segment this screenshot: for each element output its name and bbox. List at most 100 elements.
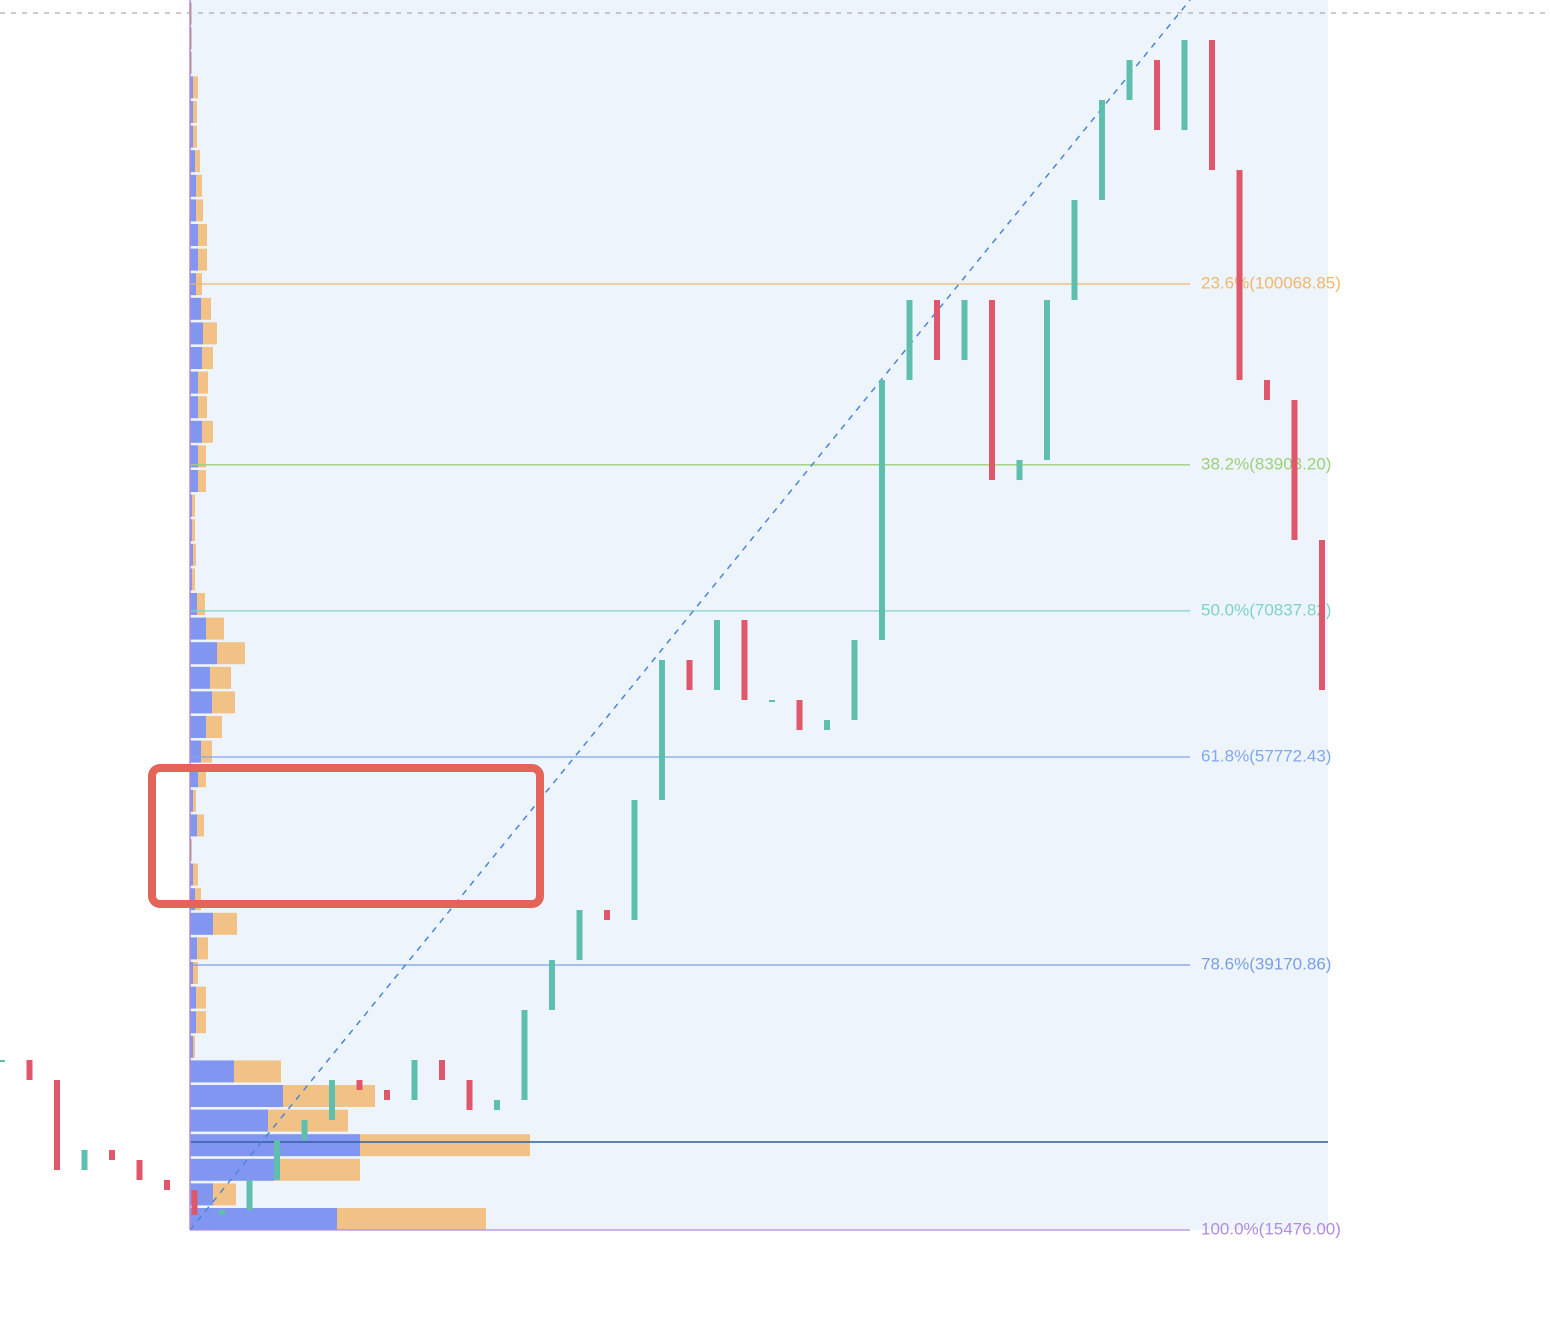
candle	[109, 1150, 115, 1161]
candle	[604, 910, 610, 921]
sell-volume	[274, 1158, 360, 1181]
sell-volume	[193, 863, 198, 886]
sell-volume	[198, 470, 206, 492]
sell-volume	[198, 396, 207, 419]
sell-volume	[196, 986, 206, 1009]
candle	[384, 1090, 390, 1101]
candle	[741, 620, 748, 701]
highlight-box	[148, 764, 544, 908]
candle	[1236, 170, 1243, 381]
buy-volume	[190, 125, 193, 148]
sell-volume	[197, 814, 204, 837]
candle	[824, 720, 830, 731]
buy-volume	[190, 1060, 234, 1083]
buy-volume	[190, 248, 198, 271]
buy-volume	[190, 1011, 196, 1034]
buy-volume	[190, 937, 197, 960]
volume-profile	[190, 2, 530, 1230]
buy-volume	[190, 1158, 274, 1181]
sell-volume	[193, 962, 198, 984]
buy-volume	[190, 101, 193, 123]
sell-volume	[203, 322, 217, 345]
candle	[769, 700, 775, 703]
sell-volume	[192, 568, 195, 591]
candle	[961, 300, 968, 361]
candle	[1154, 60, 1160, 131]
buy-volume	[190, 962, 193, 984]
fib-label: 38.2%(83903.20)	[1201, 454, 1331, 473]
candle	[81, 1150, 88, 1171]
fib-label: 78.6%(39170.86)	[1201, 955, 1331, 974]
candle	[1044, 300, 1050, 461]
candle	[1016, 460, 1023, 481]
candle	[631, 800, 638, 921]
candle	[411, 1060, 418, 1101]
buy-volume	[190, 691, 212, 714]
sell-volume	[213, 912, 237, 935]
sell-volume	[198, 248, 207, 271]
buy-volume	[190, 1085, 283, 1107]
sell-volume	[201, 297, 211, 320]
candle	[494, 1100, 500, 1111]
sell-volume	[202, 347, 213, 369]
buy-volume	[190, 814, 197, 837]
buy-volume	[190, 765, 198, 788]
plot-background	[190, 0, 1328, 1230]
sell-volume	[360, 1134, 530, 1157]
sell-volume	[196, 199, 203, 222]
candle	[246, 1180, 253, 1211]
fib-label: 61.8%(57772.43)	[1201, 746, 1331, 765]
buy-volume	[190, 494, 192, 517]
sell-volume	[191, 2, 192, 25]
buy-volume	[190, 371, 198, 394]
sell-volume	[193, 543, 196, 566]
sell-volume	[197, 593, 205, 615]
sell-volume	[197, 937, 208, 960]
candle	[1099, 100, 1105, 201]
candle	[164, 1180, 170, 1191]
sell-volume	[198, 371, 208, 394]
buy-volume	[190, 519, 192, 542]
candle	[686, 660, 693, 691]
sell-volume	[193, 1035, 195, 1058]
buy-volume	[190, 347, 202, 369]
sell-volume	[195, 150, 200, 173]
buy-volume	[190, 593, 197, 615]
candle	[329, 1080, 335, 1121]
candle	[301, 1120, 308, 1141]
sell-volume	[337, 1208, 486, 1230]
buy-volume	[190, 888, 195, 911]
buy-volume	[190, 986, 196, 1009]
buy-volume	[190, 150, 195, 173]
sell-volume	[213, 1183, 236, 1206]
candle	[1209, 40, 1215, 171]
sell-volume	[206, 617, 224, 640]
fib-label: 50.0%(70837.82)	[1201, 600, 1331, 619]
sell-volume	[193, 789, 196, 812]
buy-volume	[190, 470, 198, 492]
candle	[191, 1190, 198, 1216]
buy-volume	[190, 1109, 268, 1132]
buy-volume	[190, 568, 192, 591]
candle	[0, 1060, 5, 1063]
candle	[274, 1140, 280, 1181]
candle	[906, 300, 913, 381]
candle	[136, 1160, 143, 1181]
sell-volume	[202, 420, 213, 443]
sell-volume	[212, 691, 235, 714]
candle	[934, 300, 940, 361]
buy-volume	[190, 1035, 193, 1058]
sell-volume	[195, 888, 201, 911]
fib-levels: 23.6%(100068.85) 38.2%(83903.20) 50.0%(708…	[190, 273, 1341, 1238]
buy-volume	[190, 224, 198, 246]
candle	[851, 640, 858, 721]
sell-volume	[193, 76, 198, 99]
sell-volume	[210, 666, 231, 689]
buy-volume	[190, 716, 206, 738]
sell-volume	[192, 494, 195, 517]
candle	[714, 620, 720, 691]
buy-volume	[190, 199, 196, 222]
sell-volume	[198, 445, 206, 468]
fib-label: 23.6%(100068.85)	[1201, 273, 1341, 292]
